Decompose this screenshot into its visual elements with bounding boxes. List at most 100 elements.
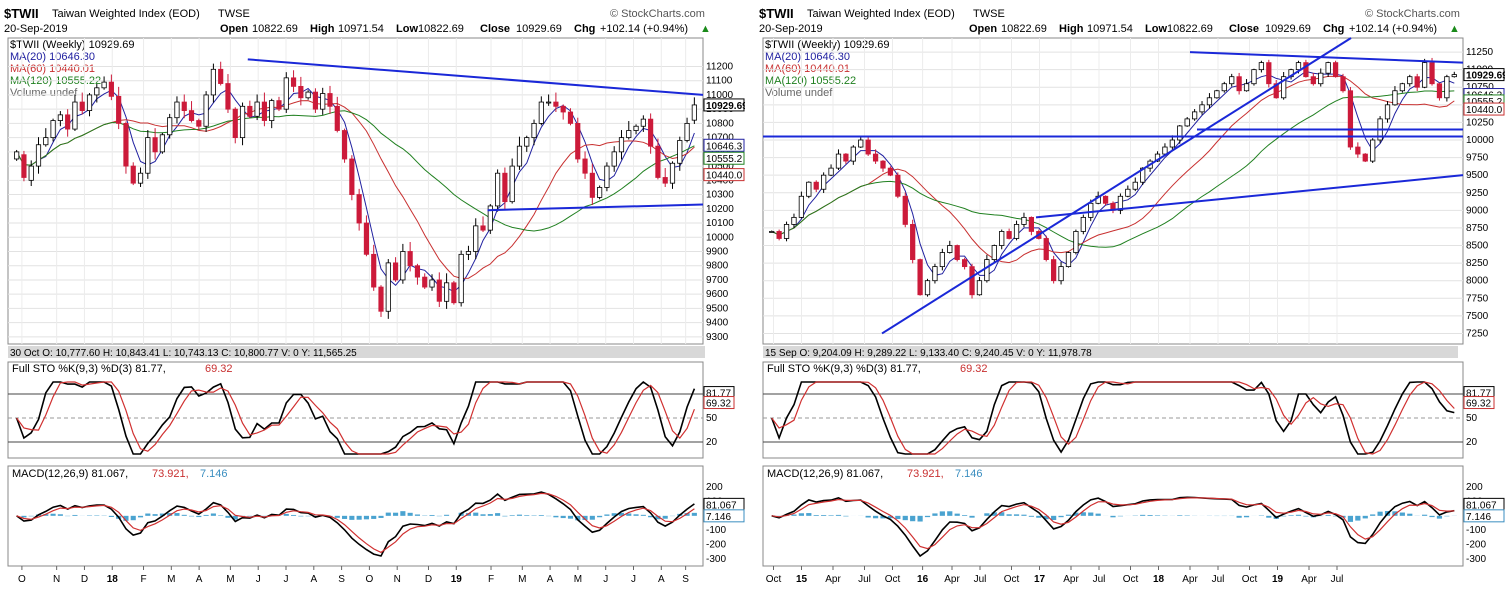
candle-body bbox=[1451, 74, 1457, 78]
candle-body bbox=[1132, 181, 1138, 190]
macd-hist-bar bbox=[910, 515, 916, 522]
candle-body bbox=[465, 251, 472, 255]
macd-hist-bar bbox=[1370, 514, 1376, 516]
trendline bbox=[487, 203, 704, 212]
candle-body bbox=[895, 174, 901, 197]
macd-frame bbox=[7, 465, 704, 567]
y-tick-label: 10200 bbox=[706, 204, 734, 215]
x-tick-label: 18 bbox=[1153, 574, 1165, 585]
sto-tick: 20 bbox=[706, 437, 718, 448]
candle-body bbox=[1370, 139, 1376, 162]
y-tick-label: 10000 bbox=[706, 232, 734, 243]
macd-hist-bar bbox=[298, 515, 304, 517]
x-tick-label: M bbox=[167, 574, 175, 585]
macd-hist-bar bbox=[1043, 515, 1049, 520]
y-tick-label: 7250 bbox=[1466, 328, 1489, 339]
candle-body bbox=[1043, 238, 1049, 260]
candle-body bbox=[939, 252, 945, 268]
candle-body bbox=[444, 282, 450, 302]
candle-body bbox=[1102, 195, 1109, 204]
macd-hist-bar bbox=[1399, 512, 1405, 516]
legend-ma20: MA(20) 10646.30 bbox=[10, 51, 95, 63]
y-tick-label: 9300 bbox=[706, 332, 729, 343]
y-tick-label: 7750 bbox=[1466, 293, 1489, 304]
candle-body bbox=[86, 94, 93, 111]
price-marker bbox=[1463, 102, 1505, 116]
candle-body bbox=[137, 172, 144, 184]
y-tick-label: 8500 bbox=[1466, 241, 1489, 252]
macd-line bbox=[16, 491, 695, 557]
x-tick-label: J bbox=[284, 574, 289, 585]
candle-body bbox=[910, 224, 916, 260]
candle-body bbox=[1013, 224, 1020, 239]
candle-body bbox=[196, 120, 202, 127]
candle-body bbox=[582, 158, 588, 174]
candle-body bbox=[575, 122, 581, 160]
candle-body bbox=[880, 160, 886, 169]
ma60-line bbox=[16, 100, 695, 279]
high-label: High bbox=[1059, 23, 1084, 35]
legend-volume: Volume undef bbox=[765, 87, 833, 99]
macd-hist-bar bbox=[589, 515, 595, 520]
y-tick-label: 10300 bbox=[706, 190, 734, 201]
macd-hist-bar bbox=[969, 515, 975, 518]
x-tick-label: A bbox=[547, 574, 554, 585]
price-marker-label: 10646.3 bbox=[706, 141, 743, 152]
macd-hist-bar bbox=[188, 515, 195, 517]
macd-hist-bar bbox=[553, 515, 559, 518]
macd-tick: 200 bbox=[1466, 482, 1483, 493]
candle-body bbox=[976, 280, 983, 296]
chart-date: 20-Sep-2019 bbox=[759, 23, 823, 35]
macd-hist-bar bbox=[1140, 514, 1146, 516]
chg-label: Chg bbox=[1323, 23, 1344, 35]
price-marker bbox=[703, 98, 745, 112]
macd-hist-bar bbox=[872, 515, 879, 519]
ma120-line bbox=[771, 90, 1455, 248]
macd-hist-bar bbox=[1028, 515, 1034, 517]
macd-hist-bar bbox=[473, 512, 479, 516]
y-tick-label: 9000 bbox=[1466, 205, 1489, 216]
macd-hist-bar bbox=[1281, 515, 1287, 517]
up-arrow-icon: ▲ bbox=[1449, 23, 1460, 35]
y-tick-label: 8750 bbox=[1466, 223, 1489, 234]
candle-body bbox=[167, 117, 173, 136]
candle-body bbox=[341, 130, 348, 160]
macd-hist-bar bbox=[1295, 514, 1302, 516]
candle-body bbox=[821, 174, 827, 190]
candle-body bbox=[1214, 90, 1220, 99]
x-tick-label: Oct bbox=[1004, 574, 1020, 585]
candle-body bbox=[865, 139, 871, 155]
y-tick-label: 9750 bbox=[1466, 153, 1489, 164]
candle-body bbox=[35, 144, 42, 167]
candle-body bbox=[371, 253, 377, 288]
macd-hist-bar bbox=[1332, 515, 1339, 517]
candle-body bbox=[349, 158, 355, 195]
macd-hist-bar bbox=[813, 515, 819, 516]
macd-hist-bar bbox=[1347, 515, 1354, 522]
macd-hist-bar bbox=[72, 514, 78, 516]
sto-label: Full STO %K(9,3) %D(3) 81.77, bbox=[767, 363, 921, 375]
macd-hist-bar bbox=[1377, 511, 1383, 516]
candle-body bbox=[232, 108, 238, 139]
macd-hist-bar bbox=[393, 512, 399, 516]
candle-body bbox=[589, 172, 595, 198]
candle-body bbox=[1125, 188, 1131, 197]
trendline bbox=[247, 58, 704, 96]
candle-body bbox=[1073, 231, 1079, 253]
macd-hist-bar bbox=[582, 515, 588, 520]
candle-body bbox=[618, 137, 625, 153]
open-value: 10822.69 bbox=[1001, 23, 1047, 35]
price-panel: 1120011100110001090010800107001060010500… bbox=[7, 37, 745, 345]
x-tick-label: M bbox=[518, 574, 526, 585]
candle-body bbox=[239, 105, 246, 139]
macd-hist-bar bbox=[560, 515, 566, 519]
macd-hist-bar bbox=[691, 512, 697, 516]
x-tick-label: D bbox=[81, 574, 88, 585]
candle-body bbox=[247, 105, 253, 117]
price-marker-label: 10440.0 bbox=[1466, 105, 1503, 116]
macd-hist-bar bbox=[414, 514, 420, 516]
candle-body bbox=[640, 118, 646, 127]
candle-body bbox=[1236, 76, 1242, 92]
macd-hist-bar bbox=[991, 512, 997, 516]
price-marker bbox=[703, 151, 745, 165]
